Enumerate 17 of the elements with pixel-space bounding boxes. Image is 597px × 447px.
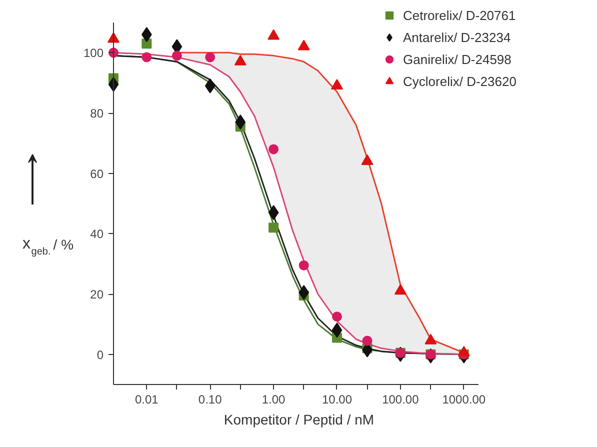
y-tick-label: 0 [96,348,104,362]
y-tick-label: 100 [83,46,104,60]
x-axis-title: Kompetitor / Peptid / nM [224,412,374,428]
y-tick-label: 40 [90,227,104,242]
y-tick-label: 60 [90,166,104,181]
x-tick-label: 10.00 [322,392,352,406]
legend-label: Cetrorelix/ D-20761 [403,6,516,24]
x-tick-label: 0.10 [198,392,222,406]
legend-label: Antarelix/ D-23234 [403,28,511,46]
y-tick-label: 20 [90,288,104,302]
legend-label: Cyclorelix/ D-23620 [403,72,516,91]
y-tick-label: 80 [90,106,104,120]
x-tick-label: 1000.00 [442,392,486,406]
legend-label: Ganirelix/ D-24598 [403,50,512,68]
x-tick-label: 0.01 [134,392,159,406]
x-tick-label: 100.00 [382,392,420,406]
x-tick-label: 1.00 [262,392,286,406]
